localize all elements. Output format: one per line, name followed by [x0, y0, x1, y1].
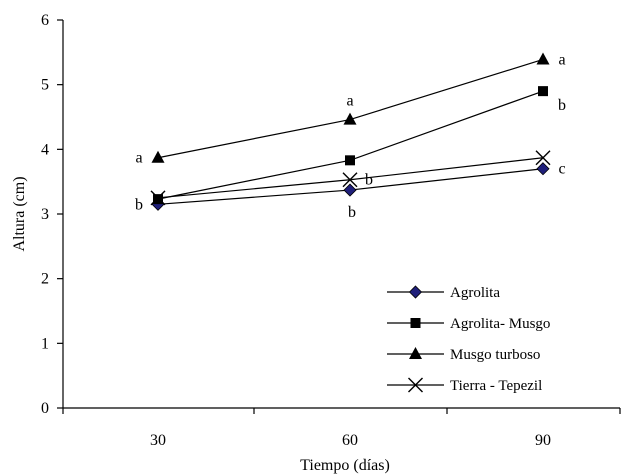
legend-entry: Agrolita- Musgo [387, 316, 550, 332]
data-point [342, 172, 358, 188]
significance-label: b [348, 204, 356, 221]
legend-label: Tierra - Tepezil [450, 378, 542, 394]
data-point [345, 155, 355, 166]
y-tick-label: 1 [41, 335, 49, 352]
significance-label: a [558, 51, 565, 68]
y-tick-label: 4 [41, 141, 49, 158]
legend-entry: Agrolita [387, 285, 500, 301]
significance-label: b [365, 172, 373, 189]
legend-label: Agrolita- Musgo [450, 316, 550, 332]
data-point [343, 112, 357, 125]
significance-label: a [135, 150, 142, 167]
legend-marker [408, 285, 423, 299]
data-point [536, 52, 550, 65]
x-tick-label: 90 [535, 432, 551, 449]
x-tick-label: 30 [150, 432, 166, 449]
y-tick-label: 3 [41, 206, 49, 223]
x-marker-stroke [535, 150, 551, 166]
series-2 [151, 52, 550, 163]
series-layer [150, 52, 551, 211]
data-point [343, 183, 357, 197]
significance-label: a [346, 93, 353, 110]
x-marker-stroke [408, 377, 423, 393]
legend-marker [410, 318, 421, 328]
y-axis-title: Altura (cm) [11, 176, 28, 251]
legend-label: Musgo turboso [450, 347, 540, 363]
legend-entry: Tierra - Tepezil [387, 377, 542, 394]
x-axis-title: Tiempo (días) [300, 457, 390, 474]
data-point [535, 150, 551, 166]
data-point [150, 190, 166, 206]
x-marker-stroke [150, 190, 166, 206]
y-tick-label: 2 [41, 271, 49, 288]
legend-marker [408, 377, 423, 393]
x-tick-label: 60 [342, 432, 358, 449]
data-point [151, 150, 165, 163]
data-point [538, 86, 548, 97]
legend-marker [409, 347, 422, 359]
significance-label: c [558, 161, 565, 178]
legend-entry: Musgo turboso [387, 347, 540, 363]
y-tick-label: 5 [41, 77, 49, 94]
legend: Agrolita Agrolita- Musgo Musgo turboso Tier… [387, 285, 550, 394]
x-marker-stroke [342, 172, 358, 188]
significance-label: b [558, 97, 566, 114]
series-1 [153, 86, 548, 205]
significance-label: b [135, 196, 143, 213]
y-tick-label: 6 [41, 12, 49, 29]
series-3 [150, 150, 551, 206]
axes: 0 1 2 3 4 5 6 30 60 90 [41, 12, 621, 449]
y-tick-label: 0 [41, 400, 49, 417]
data-point [536, 162, 550, 176]
data-point [153, 194, 163, 205]
legend-label: Agrolita [450, 285, 500, 301]
